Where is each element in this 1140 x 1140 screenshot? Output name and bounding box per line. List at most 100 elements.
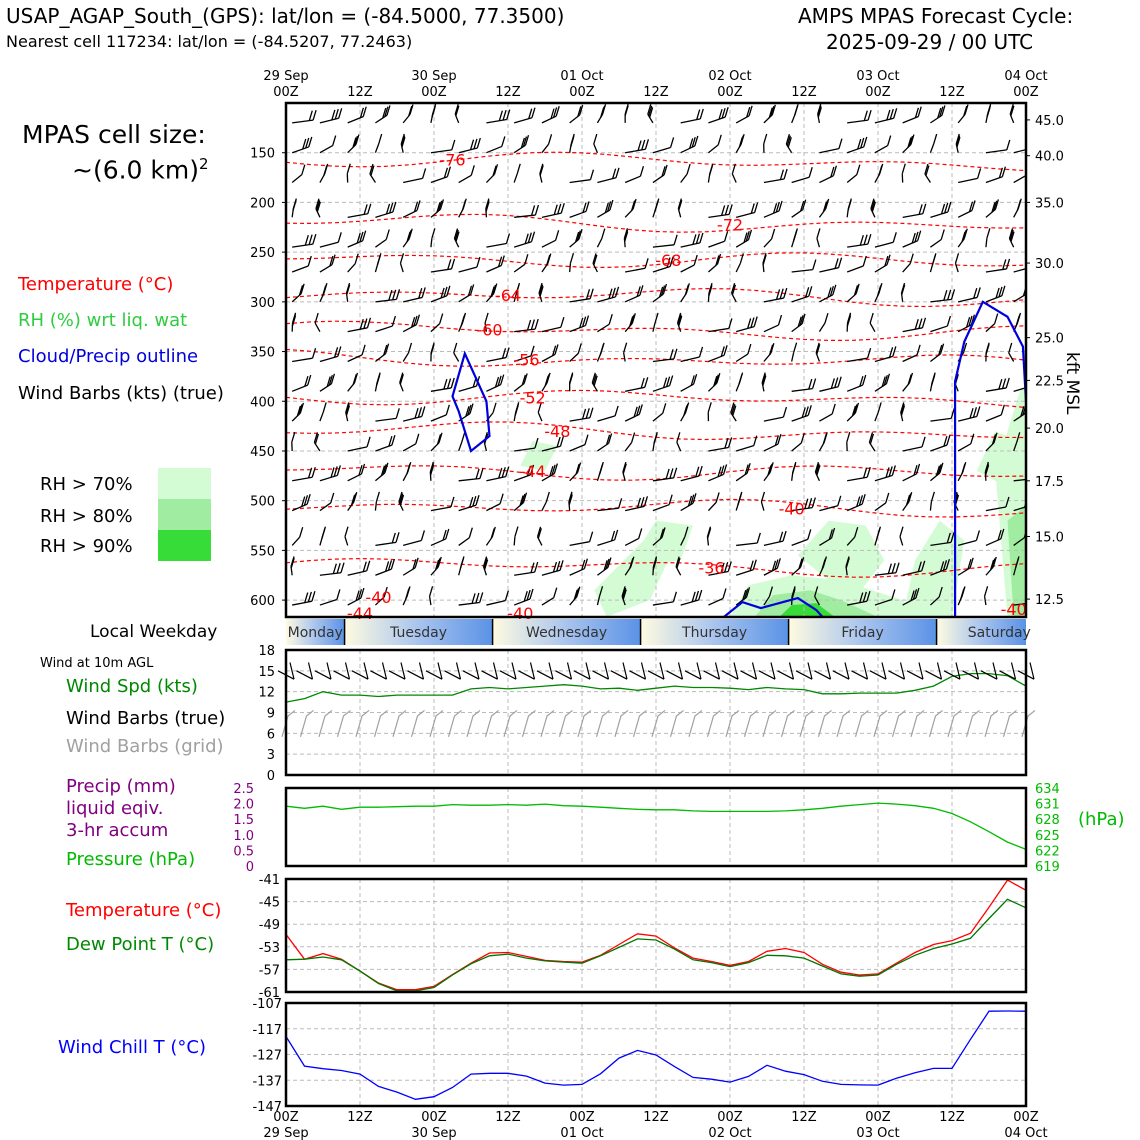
wind-barb bbox=[592, 253, 598, 273]
wind-barb bbox=[1008, 228, 1015, 248]
bottom-hour-label: 00Z bbox=[421, 1110, 447, 1125]
temperature-contour bbox=[286, 465, 1026, 481]
wind-barb-flag bbox=[641, 139, 646, 151]
wind-barb bbox=[957, 228, 968, 248]
wind-barb-flag bbox=[623, 342, 628, 353]
wind-barb bbox=[1013, 478, 1026, 482]
wind-barb-shaft bbox=[486, 242, 507, 248]
wind-barb-shaft bbox=[929, 501, 933, 511]
wind-barb-flag bbox=[333, 347, 339, 358]
temperature-contour-label: -76 bbox=[439, 151, 465, 170]
wind-barb-flag bbox=[500, 255, 505, 266]
wind-barb bbox=[1009, 104, 1015, 124]
wind-barb bbox=[930, 289, 956, 303]
wind-barb bbox=[706, 526, 712, 546]
wind-barb-flag bbox=[713, 375, 718, 387]
wind-barb-flag bbox=[992, 556, 997, 568]
wind-barb bbox=[430, 166, 452, 184]
pressure-tick-label: 500 bbox=[250, 495, 275, 510]
wind-barb-flag bbox=[311, 467, 316, 478]
wind-barb-flag bbox=[956, 136, 961, 148]
wind-barb-flag bbox=[804, 406, 809, 417]
wind-barb-flag bbox=[446, 378, 452, 389]
wind-barb bbox=[676, 432, 682, 452]
wind-barb-flag bbox=[552, 107, 558, 118]
wind-barb-flag bbox=[938, 586, 943, 598]
wind-barb-true bbox=[962, 662, 980, 680]
wind-barb-true bbox=[999, 662, 1017, 680]
wind-barb-flag bbox=[380, 465, 386, 476]
wind-barb-shaft bbox=[484, 322, 488, 332]
wind-barb-flag bbox=[855, 283, 860, 294]
wind-barb bbox=[541, 372, 551, 392]
bottom-hour-label: 12Z bbox=[495, 1110, 521, 1125]
wind-barb bbox=[985, 556, 997, 576]
wind-barb-flag bbox=[750, 203, 755, 214]
wind-barb-flag bbox=[539, 165, 544, 176]
pressure-panel-frame bbox=[284, 786, 1028, 868]
wind-barb bbox=[624, 313, 636, 333]
wind-barb-shaft bbox=[624, 442, 633, 452]
wind-barb-flag bbox=[715, 255, 720, 266]
wind-barb-flag bbox=[853, 285, 859, 296]
wind-barb-shaft bbox=[791, 538, 808, 547]
wind-barb bbox=[676, 312, 683, 332]
weekday-band bbox=[640, 619, 789, 645]
wind-barb-flag bbox=[834, 258, 839, 269]
wind-barb-flag bbox=[822, 433, 827, 445]
wind-barb bbox=[319, 562, 345, 576]
wind-barb-flag bbox=[816, 228, 821, 239]
wind-barb bbox=[761, 372, 767, 392]
wind-barb-flag bbox=[889, 108, 894, 120]
wind-barb-flag bbox=[404, 589, 410, 600]
wind-barb-shaft bbox=[652, 412, 664, 422]
wind-barb-flag bbox=[1000, 528, 1005, 540]
wind-barb-shaft bbox=[680, 356, 700, 363]
wind-barb bbox=[902, 436, 926, 452]
wind-barb bbox=[846, 493, 866, 512]
wind-barb-true bbox=[814, 662, 832, 680]
top-hour-label: 12Z bbox=[495, 85, 521, 100]
wind-barb bbox=[347, 587, 365, 606]
wind-barb bbox=[930, 229, 945, 248]
wind-barb-flag bbox=[770, 228, 776, 240]
wind-barb-flag bbox=[738, 137, 743, 148]
wind-barb-shaft bbox=[1013, 387, 1026, 392]
wind-barb-flag bbox=[768, 107, 773, 118]
wind-barb-flag bbox=[690, 375, 695, 386]
wind-barb bbox=[846, 255, 867, 273]
wind-barb-flag bbox=[644, 258, 649, 269]
wind-barb bbox=[430, 228, 436, 248]
wind-barb-flag bbox=[666, 257, 671, 268]
wind-barb-shaft bbox=[292, 357, 313, 363]
wind-barb-flag bbox=[939, 462, 944, 474]
wind-barb bbox=[874, 562, 900, 576]
wind-barb-shaft bbox=[402, 352, 410, 362]
wind-barb bbox=[985, 496, 1010, 512]
wind-barb-flag bbox=[559, 560, 564, 571]
wind-barb bbox=[430, 404, 450, 422]
wind-barb bbox=[735, 462, 751, 482]
wind-barb-flag bbox=[323, 165, 328, 176]
temperature-contour-label: -72 bbox=[717, 215, 743, 234]
wind-barb-flag bbox=[369, 163, 374, 175]
wind-barb-flag bbox=[360, 463, 366, 475]
wind-barb-flag bbox=[672, 591, 678, 603]
wind-barb-flag bbox=[846, 431, 851, 443]
wind-barb-flag bbox=[901, 163, 906, 174]
wind-barb-flag bbox=[925, 165, 930, 176]
wind-barb-shaft bbox=[846, 174, 858, 184]
wind-barb-flag bbox=[624, 105, 629, 116]
wind-barb bbox=[319, 465, 341, 482]
wind-barb-shaft bbox=[760, 501, 765, 511]
wind-barb-true bbox=[555, 662, 573, 680]
wind-barb-flag bbox=[900, 402, 905, 413]
wind-barb bbox=[818, 312, 829, 333]
wind-barb-shaft bbox=[537, 412, 543, 422]
wind-barb-shaft bbox=[652, 244, 675, 248]
wind-barb-flag bbox=[767, 465, 772, 476]
rh70-region bbox=[797, 520, 885, 601]
wind-barb-flag bbox=[395, 532, 400, 543]
wind-barb bbox=[319, 346, 342, 363]
wind-barb bbox=[652, 467, 678, 482]
